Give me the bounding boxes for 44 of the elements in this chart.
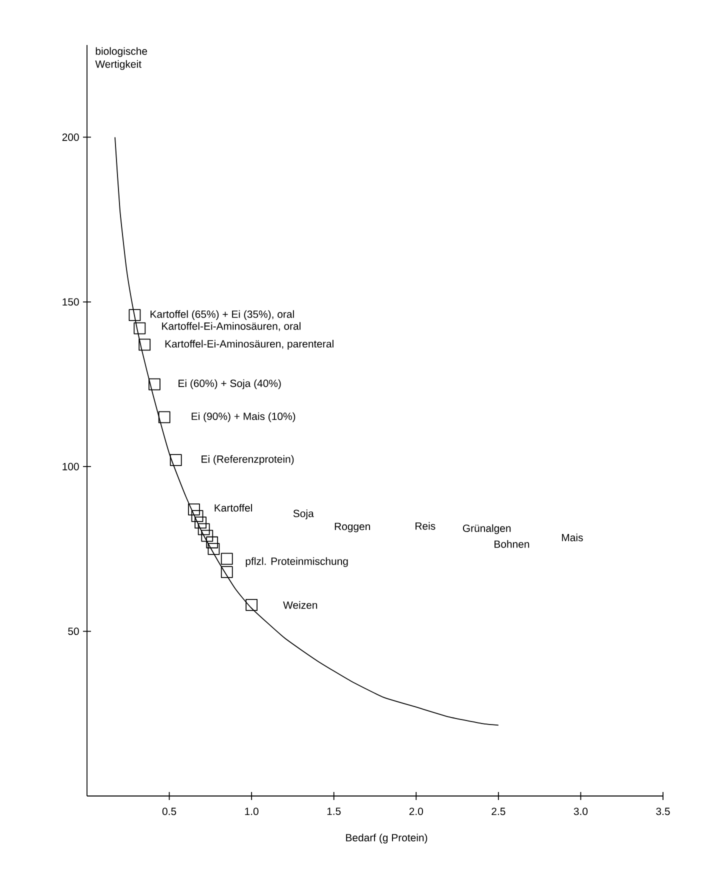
- point: [191, 510, 204, 522]
- point: [134, 322, 146, 334]
- point: [198, 523, 210, 536]
- point: [188, 503, 200, 516]
- y-tick-label: 50: [68, 628, 79, 636]
- annotation: Grünalgen: [462, 524, 511, 534]
- point: [220, 566, 233, 578]
- annotation: Ei (Referenzprotein): [202, 455, 294, 465]
- point: [206, 536, 218, 548]
- x-tick-label: 1.5: [327, 808, 341, 815]
- x-tick-label: 2.5: [492, 808, 506, 816]
- annotation: Reis: [416, 522, 436, 530]
- point: [220, 552, 233, 565]
- y-tick-label: 200: [62, 134, 79, 141]
- annotation: pflzl. Proteinmischung: [246, 557, 348, 568]
- x-tick-label: 2.0: [409, 808, 424, 816]
- x-axis-title: Bedarf (g Protein): [346, 834, 428, 844]
- x-tick-label: 3.0: [574, 808, 588, 816]
- annotation: Ei (90%) + Mais (10%): [192, 412, 296, 422]
- point: [128, 309, 141, 322]
- annotation: Kartoffel (65%) + Ei (35%), oral: [150, 310, 294, 320]
- point: [246, 599, 258, 611]
- y-tick-label: 150: [62, 298, 79, 306]
- y-axis-title: biologische Wertigkeit: [95, 47, 148, 70]
- x-tick-label: 1.0: [245, 808, 258, 816]
- point: [148, 378, 160, 390]
- annotation: Kartoffel-Ei-Aminosäuren, oral: [162, 322, 300, 332]
- point: [208, 543, 220, 555]
- annotation: Ei (60%) + Soja (40%): [178, 379, 281, 390]
- point: [138, 338, 151, 351]
- annotation: Mais: [562, 534, 583, 542]
- annotation: Kartoffel: [214, 504, 252, 512]
- annotation: Weizen: [283, 601, 318, 609]
- x-tick-label: 3.5: [656, 808, 670, 816]
- annotation: Roggen: [334, 522, 370, 532]
- point: [170, 454, 182, 466]
- annotation: Kartoffel-Ei-Aminosäuren, parenteral: [165, 340, 334, 350]
- x-tick-label: 0.5: [162, 808, 176, 816]
- point: [201, 530, 214, 542]
- annotation: Bohnen: [494, 540, 530, 548]
- point: [194, 516, 207, 529]
- y-tick-label: 100: [62, 462, 79, 470]
- annotation: Soja: [293, 510, 314, 520]
- point: [158, 411, 170, 424]
